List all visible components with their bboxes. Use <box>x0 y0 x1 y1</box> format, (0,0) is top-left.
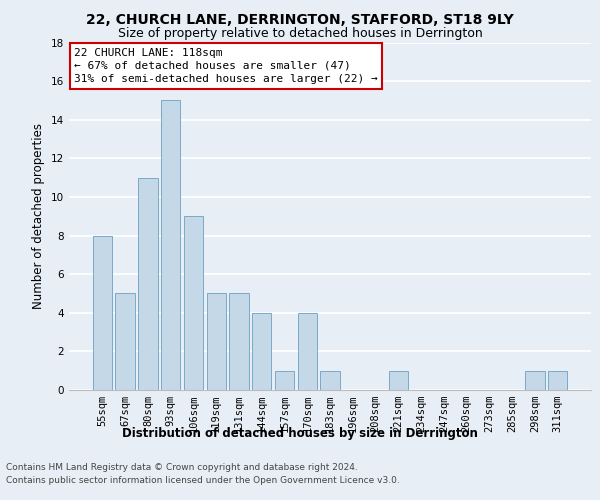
Bar <box>93 236 112 390</box>
Bar <box>161 100 181 390</box>
Bar <box>206 294 226 390</box>
Text: Contains public sector information licensed under the Open Government Licence v3: Contains public sector information licen… <box>6 476 400 485</box>
Y-axis label: Number of detached properties: Number of detached properties <box>32 123 46 309</box>
Bar <box>138 178 158 390</box>
Text: 22 CHURCH LANE: 118sqm
← 67% of detached houses are smaller (47)
31% of semi-det: 22 CHURCH LANE: 118sqm ← 67% of detached… <box>74 48 378 84</box>
Bar <box>229 294 248 390</box>
Text: 22, CHURCH LANE, DERRINGTON, STAFFORD, ST18 9LY: 22, CHURCH LANE, DERRINGTON, STAFFORD, S… <box>86 12 514 26</box>
Bar <box>252 313 271 390</box>
Text: Distribution of detached houses by size in Derrington: Distribution of detached houses by size … <box>122 428 478 440</box>
Text: Size of property relative to detached houses in Derrington: Size of property relative to detached ho… <box>118 28 482 40</box>
Bar <box>548 370 567 390</box>
Bar <box>525 370 545 390</box>
Bar <box>275 370 294 390</box>
Bar <box>184 216 203 390</box>
Bar <box>115 294 135 390</box>
Bar <box>298 313 317 390</box>
Bar <box>389 370 408 390</box>
Bar <box>320 370 340 390</box>
Text: Contains HM Land Registry data © Crown copyright and database right 2024.: Contains HM Land Registry data © Crown c… <box>6 462 358 471</box>
